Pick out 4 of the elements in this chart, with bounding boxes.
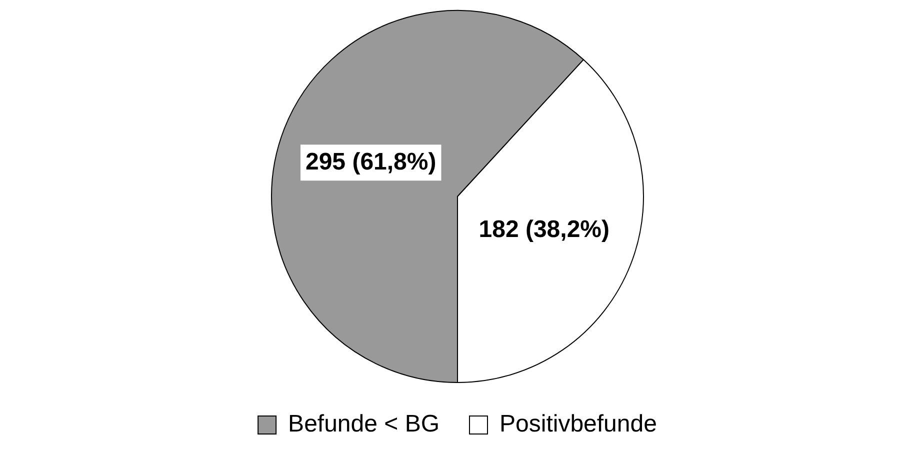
legend-label: Positivbefunde: [500, 410, 657, 438]
data-label: 295 (61,8%): [305, 148, 436, 176]
data-label: 182 (38,2%): [478, 216, 610, 243]
legend-label: Befunde < BG: [288, 410, 440, 438]
